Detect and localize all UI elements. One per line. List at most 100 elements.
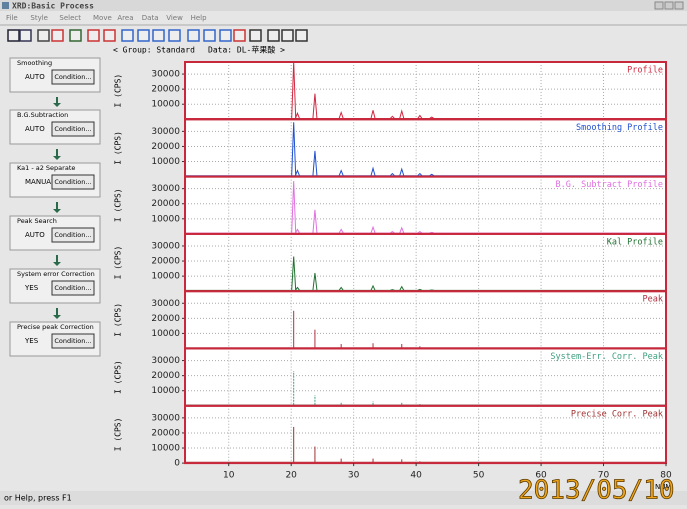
title-bar [0, 0, 687, 11]
condition-button-label[interactable]: Condition... [54, 284, 91, 292]
maximize[interactable] [665, 2, 673, 9]
y-tick-label: 30000 [151, 299, 180, 309]
x-tick-label: 40 [410, 471, 422, 481]
minimize[interactable] [655, 2, 663, 9]
profile-peak [430, 232, 434, 233]
toolbar-button[interactable] [220, 30, 231, 41]
menu-item[interactable]: Data [142, 14, 159, 22]
toolbar-button[interactable] [204, 30, 215, 41]
step-label: Smoothing [17, 59, 52, 67]
toolbar-button[interactable] [104, 30, 115, 41]
y-tick-label: 20000 [151, 257, 180, 267]
toolbar-button[interactable] [282, 30, 293, 41]
y-axis-label: I (CPS) [114, 188, 123, 222]
step-mode: AUTO [25, 231, 45, 239]
y-tick-label: 10000 [151, 100, 180, 110]
y-tick-label: 20000 [151, 142, 180, 152]
toolbar-button[interactable] [70, 30, 81, 41]
toolbar-button[interactable] [296, 30, 307, 41]
app-icon [2, 2, 9, 9]
toolbar-button[interactable] [188, 30, 199, 41]
y-tick-label: 10000 [151, 272, 180, 282]
panel-title: System-Err. Corr. Peak [550, 352, 663, 362]
step-label: Precise peak Correction [17, 323, 94, 331]
x-tick-label: 20 [285, 471, 297, 481]
toolbar-button[interactable] [88, 30, 99, 41]
toolbar-button[interactable] [138, 30, 149, 41]
y-tick-label: 20000 [151, 371, 180, 381]
menu-item[interactable]: Help [191, 14, 208, 22]
y-tick-label: 10000 [151, 444, 180, 454]
y-tick-label: 10000 [151, 157, 180, 167]
x-tick-label: 10 [223, 471, 235, 481]
menu-item[interactable]: Area [117, 14, 133, 22]
panel-title: Profile [627, 66, 663, 76]
toolbar-button[interactable] [8, 30, 19, 41]
panel-title: Kal Profile [607, 237, 663, 247]
menu-item[interactable]: View [166, 14, 183, 22]
toolbar-button[interactable] [169, 30, 180, 41]
condition-button-label[interactable]: Condition... [54, 73, 91, 81]
y-axis-label: I (CPS) [114, 360, 123, 394]
menu-item[interactable]: Style [30, 14, 48, 22]
y-tick-label: 30000 [151, 127, 180, 137]
group-label: < Group: Standard [113, 46, 195, 55]
y-tick-label: 20000 [151, 85, 180, 95]
y-tick-label: 0 [174, 459, 180, 469]
toolbar-button[interactable] [52, 30, 63, 41]
y-axis-label: I (CPS) [114, 303, 123, 337]
menu-item[interactable]: Move [93, 14, 112, 22]
condition-button-label[interactable]: Condition... [54, 231, 91, 239]
window-title: XRD:Basic Process [12, 1, 94, 11]
step-label: System error Correction [17, 270, 95, 278]
y-tick-label: 30000 [151, 356, 180, 366]
step-mode: YES [24, 284, 39, 292]
y-tick-label: 30000 [151, 413, 180, 423]
status-help: or Help, press F1 [4, 494, 72, 503]
profile-peak [390, 290, 394, 291]
toolbar-button[interactable] [234, 30, 245, 41]
toolbar-button[interactable] [268, 30, 279, 41]
window-controls [655, 2, 683, 9]
y-axis-label: I (CPS) [114, 74, 123, 108]
condition-button-label[interactable]: Condition... [54, 178, 91, 186]
step-label: B.G.Subtraction [17, 111, 68, 119]
close[interactable] [675, 2, 683, 9]
y-tick-label: 30000 [151, 184, 180, 194]
toolbar-button[interactable] [38, 30, 49, 41]
y-tick-label: 10000 [151, 386, 180, 396]
data-label: Data: DL-苹果酸 > [208, 45, 285, 55]
y-tick-label: 20000 [151, 428, 180, 438]
panel-title: Precise Corr. Peak [571, 409, 663, 419]
y-tick-label: 20000 [151, 314, 180, 324]
y-tick-label: 10000 [151, 214, 180, 224]
menu-item[interactable]: File [6, 14, 18, 22]
condition-button-label[interactable]: Condition... [54, 337, 91, 345]
step-mode: AUTO [25, 73, 45, 81]
step-label: Peak Search [17, 217, 57, 225]
toolbar-button[interactable] [153, 30, 164, 41]
menu-item[interactable]: Select [59, 14, 81, 22]
y-axis-label: I (CPS) [114, 418, 123, 452]
step-mode: MANUAL [25, 178, 55, 186]
y-tick-label: 10000 [151, 329, 180, 339]
y-axis-label: I (CPS) [114, 246, 123, 280]
x-tick-label: 50 [473, 471, 485, 481]
photo-timestamp: 2013/05/10 15 [518, 476, 687, 506]
toolbar-button[interactable] [122, 30, 133, 41]
panel-title: Smoothing Profile [576, 123, 663, 133]
y-tick-label: 20000 [151, 199, 180, 209]
step-mode: YES [24, 337, 39, 345]
panel-title: B.G. Subtract Profile [556, 180, 663, 190]
panel-title: Peak [643, 295, 663, 305]
step-mode: AUTO [25, 125, 45, 133]
condition-button-label[interactable]: Condition... [54, 125, 91, 133]
y-tick-label: 30000 [151, 241, 180, 251]
menu-bar: File Style Select Move Area Data View Help [6, 14, 207, 22]
toolbar-button[interactable] [20, 30, 31, 41]
toolbar-button[interactable] [250, 30, 261, 41]
y-tick-label: 30000 [151, 70, 180, 80]
step-label: Ka1 - a2 Separate [17, 164, 75, 172]
